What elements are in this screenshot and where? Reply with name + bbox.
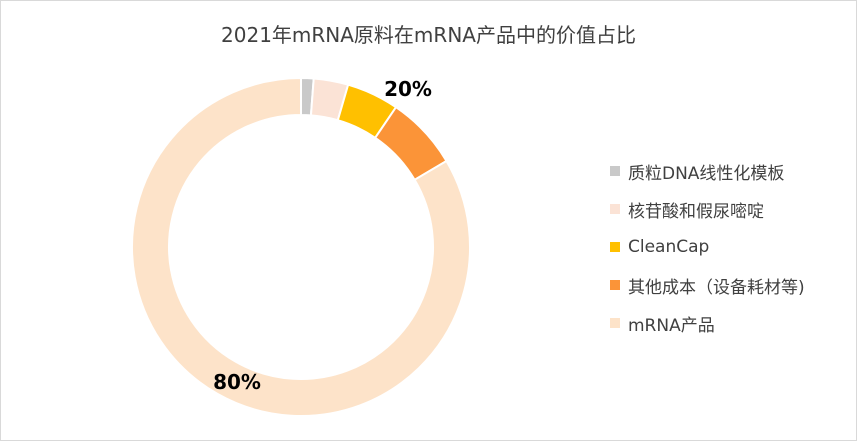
legend-swatch	[610, 318, 620, 328]
legend-item-nucleotides: 核苷酸和假尿嘧啶	[610, 198, 805, 222]
legend-label: CleanCap	[628, 237, 710, 257]
chart-legend: 质粒DNA线性化模板 核苷酸和假尿嘧啶 CleanCap 其他成本（设备耗材等)…	[610, 160, 805, 350]
legend-label: mRNA产品	[628, 315, 715, 336]
donut-slices	[131, 76, 471, 417]
legend-item-cleancap: CleanCap	[610, 236, 805, 258]
data-label-20pct: 20%	[384, 77, 432, 101]
legend-item-plasmid: 质粒DNA线性化模板	[610, 160, 805, 184]
legend-swatch	[610, 204, 620, 214]
chart-title: 2021年mRNA原料在mRNA产品中的价值占比	[221, 23, 636, 47]
legend-item-mrna-product: mRNA产品	[610, 312, 805, 336]
donut-slice-4	[131, 76, 471, 417]
legend-swatch	[610, 280, 620, 290]
legend-swatch	[610, 242, 620, 252]
legend-item-other-costs: 其他成本（设备耗材等)	[610, 274, 805, 298]
legend-label: 核苷酸和假尿嘧啶	[628, 201, 764, 222]
legend-label: 其他成本（设备耗材等)	[628, 277, 805, 298]
legend-label: 质粒DNA线性化模板	[628, 163, 785, 184]
legend-swatch	[610, 166, 620, 176]
data-label-80pct: 80%	[213, 370, 261, 394]
